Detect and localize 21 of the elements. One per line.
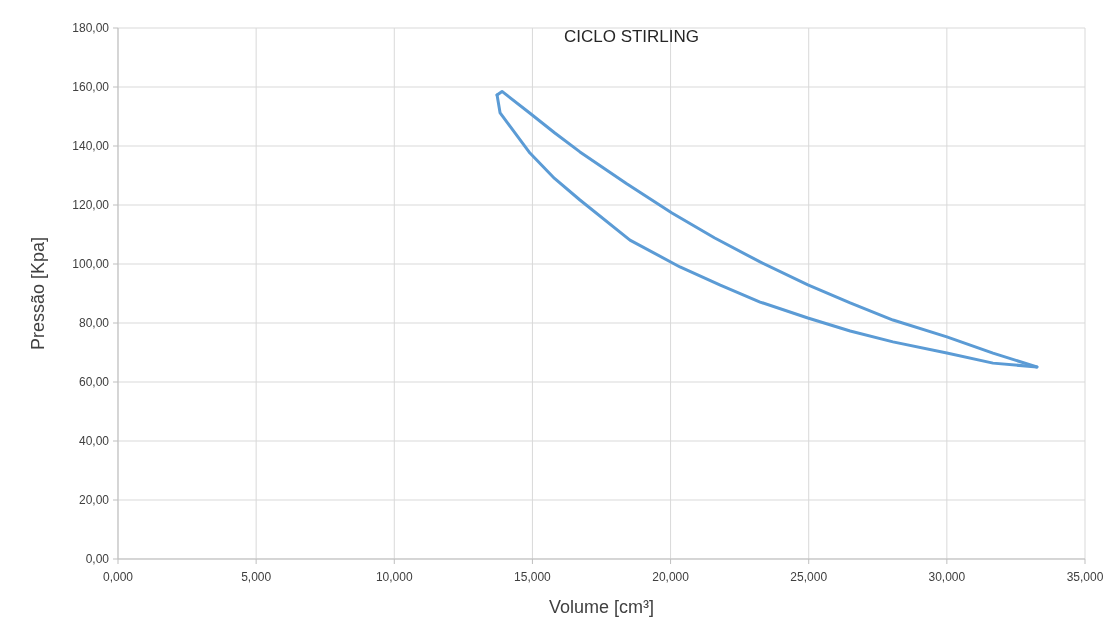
x-tick-label: 5,000 bbox=[241, 570, 272, 584]
y-tick-label: 40,00 bbox=[78, 434, 110, 449]
y-tick-label: 120,00 bbox=[72, 198, 110, 213]
y-tick-label: 20,00 bbox=[78, 493, 110, 508]
x-tick-label: 15,000 bbox=[514, 570, 552, 584]
y-tick-label: 160,00 bbox=[72, 80, 110, 95]
y-axis-title: Pressão [Kpa] bbox=[28, 236, 48, 351]
y-tick-label: 80,00 bbox=[78, 316, 110, 331]
y-tick-label: 140,00 bbox=[72, 139, 110, 154]
chart-title: CICLO STIRLING bbox=[563, 27, 700, 46]
x-tick-label: 35,000 bbox=[1066, 570, 1104, 584]
y-tick-label: 60,00 bbox=[78, 375, 110, 390]
x-tick-label: 0,000 bbox=[102, 570, 134, 584]
x-tick-label: 30,000 bbox=[928, 570, 966, 584]
y-tick-label: 180,00 bbox=[72, 21, 110, 36]
x-tick-label: 20,000 bbox=[652, 570, 690, 584]
y-tick-label: 100,00 bbox=[72, 257, 110, 272]
y-tick-label: 0,00 bbox=[85, 552, 110, 567]
x-tick-label: 25,000 bbox=[790, 570, 828, 584]
x-axis-title: Volume [cm³] bbox=[548, 597, 655, 617]
x-tick-label: 10,000 bbox=[375, 570, 413, 584]
